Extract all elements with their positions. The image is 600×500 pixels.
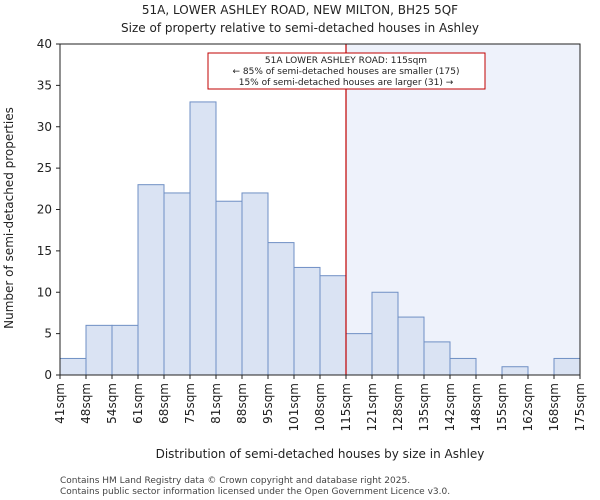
annotation-line-3: 15% of semi-detached houses are larger (… (239, 78, 454, 88)
y-tick-label: 10 (37, 285, 52, 299)
x-axis-label: Distribution of semi-detached houses by … (156, 447, 485, 461)
x-tick-label: 48sqm (79, 383, 93, 424)
x-tick-label: 148sqm (469, 383, 483, 431)
x-tick-label: 101sqm (287, 383, 301, 431)
bar-88sqm (241, 192, 269, 376)
x-tick-label: 68sqm (157, 383, 171, 424)
chart-title: 51A, LOWER ASHLEY ROAD, NEW MILTON, BH25… (142, 3, 458, 17)
bar-54sqm (111, 324, 139, 376)
bar-155sqm (501, 366, 529, 376)
y-tick-label: 15 (37, 244, 52, 258)
x-axis: 41sqm 48sqm 54sqm 61sqm 68sqm 75sqm 81sqm 88sqm… (53, 375, 587, 431)
x-tick-label: 162sqm (521, 383, 535, 431)
footer-line-2: Contains public sector information licen… (60, 487, 450, 497)
bar-81sqm (215, 200, 243, 376)
bar-101sqm (293, 266, 321, 376)
bars (59, 101, 581, 376)
bar-121sqm (371, 291, 399, 376)
x-tick-label: 95sqm (261, 383, 275, 424)
y-tick-label: 35 (37, 78, 52, 92)
y-tick-label: 25 (37, 161, 52, 175)
bar-41sqm (59, 357, 87, 376)
annotation-line-2: ← 85% of semi-detached houses are smalle… (233, 67, 460, 77)
y-tick-label: 5 (44, 327, 52, 341)
footer-line-1: Contains HM Land Registry data © Crown c… (60, 476, 410, 486)
x-tick-label: 61sqm (131, 383, 145, 424)
x-tick-label: 135sqm (417, 383, 431, 431)
x-tick-label: 128sqm (391, 383, 405, 431)
y-tick-label: 30 (37, 120, 52, 134)
x-tick-label: 175sqm (573, 383, 587, 431)
bar-135sqm (423, 341, 451, 376)
bar-48sqm (85, 324, 113, 376)
x-tick-label: 81sqm (209, 383, 223, 424)
x-tick-label: 121sqm (365, 383, 379, 431)
x-tick-label: 115sqm (339, 383, 353, 431)
x-tick-label: 54sqm (105, 383, 119, 424)
x-tick-label: 88sqm (235, 383, 249, 424)
bar-95sqm (267, 242, 295, 376)
x-tick-label: 155sqm (495, 383, 509, 431)
bar-142sqm (449, 357, 477, 376)
y-axis: 0 5 10 15 20 25 30 35 40 (37, 37, 60, 382)
x-tick-label: 168sqm (547, 383, 561, 431)
annotation-box: 51A LOWER ASHLEY ROAD: 115sqm ← 85% of s… (207, 52, 486, 90)
y-tick-label: 40 (37, 37, 52, 51)
x-tick-label: 142sqm (443, 383, 457, 431)
bar-75sqm (189, 101, 217, 376)
bar-108sqm (319, 275, 347, 376)
bar-115sqm (345, 333, 373, 376)
bar-68sqm (163, 192, 191, 376)
annotation-line-1: 51A LOWER ASHLEY ROAD: 115sqm (265, 56, 427, 66)
bar-168sqm (553, 357, 581, 376)
y-tick-label: 20 (37, 203, 52, 217)
x-tick-label: 108sqm (313, 383, 327, 431)
x-tick-label: 41sqm (53, 383, 67, 424)
x-tick-label: 75sqm (183, 383, 197, 424)
chart-subtitle: Size of property relative to semi-detach… (121, 21, 479, 35)
y-tick-label: 0 (44, 368, 52, 382)
y-axis-label: Number of semi-detached properties (2, 107, 16, 329)
bar-128sqm (397, 316, 425, 376)
bar-61sqm (137, 184, 165, 376)
